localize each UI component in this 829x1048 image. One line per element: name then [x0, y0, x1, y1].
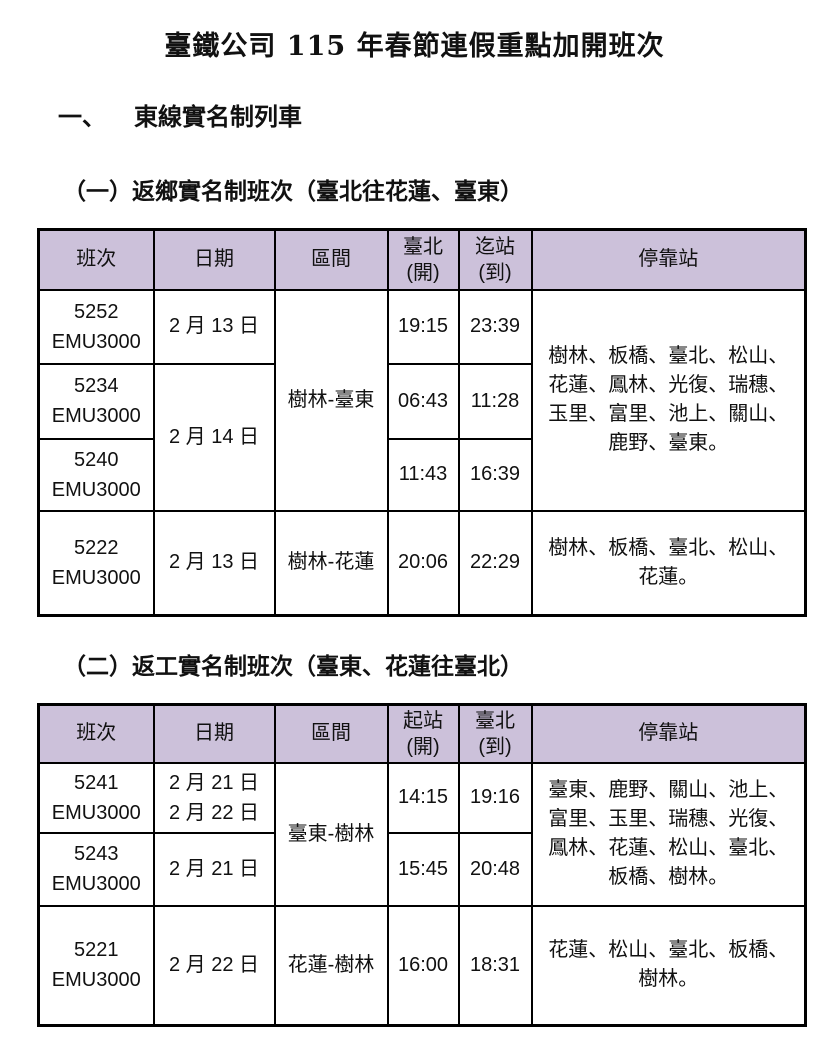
date-cell: 2 月 21 日 [152, 831, 276, 907]
date-cell: 2 月 13 日 [152, 509, 276, 617]
section-number: 一、 [58, 102, 106, 131]
departure-time-cell: 14:15 [386, 761, 460, 834]
train-number: 5234 [74, 375, 119, 397]
train-number: 5221 [74, 939, 119, 962]
train-model: EMU3000 [51, 405, 141, 427]
stops-cell: 花蓮、松山、臺北、板橋、 樹林。 [530, 904, 807, 1027]
arrival-time-cell: 19:16 [457, 761, 533, 834]
train-model: EMU3000 [51, 478, 141, 501]
train-cell: 5240 EMU3000 [37, 437, 155, 512]
section-cell: 臺東-樹林 [273, 761, 389, 907]
arrival-time-cell: 11:28 [457, 362, 533, 440]
departure-time-cell: 15:45 [386, 831, 460, 907]
departure-time-cell: 20:06 [386, 509, 460, 617]
table-row: 5252 EMU3000 2 月 13 日 樹林-臺東 19:15 23:39 … [37, 288, 807, 512]
date-cell: 2 月 22 日 [152, 904, 276, 1027]
table1-col-header-section: 區間 [273, 228, 389, 291]
date-line1: 2 月 21 日 [168, 771, 260, 794]
section-cell: 樹林-臺東 [273, 288, 389, 512]
table1-col-header-departure: 臺北 (開) [386, 228, 460, 291]
table1-col-header-date: 日期 [152, 228, 276, 291]
date-cell: 2 月 21 日 2 月 22 日 [152, 761, 276, 834]
table-row: 5234 EMU3000 2 月 14 日 06:43 11:28 [37, 362, 806, 512]
table-row: 5221 EMU3000 2 月 22 日 花蓮-樹林 16:00 18:31 … [37, 904, 807, 1027]
train-number: 5252 [74, 300, 119, 323]
train-cell: 5252 EMU3000 [37, 288, 155, 365]
page-title: 臺鐵公司 115 年春節連假重點加開班次 [164, 31, 665, 62]
table1-col-header-arrival-suffix: (到) [478, 261, 512, 284]
section-label: 東線實名制列車 [134, 102, 302, 131]
departure-time-cell: 16:00 [386, 904, 460, 1027]
train-model: EMU3000 [51, 801, 141, 824]
table2-caption: （二）返工實名制班次（臺東、花蓮往臺北） [63, 653, 523, 680]
train-model: EMU3000 [51, 873, 141, 895]
departure-time-cell: 19:15 [386, 288, 460, 365]
table-row: 5240 EMU3000 11:43 16:39 [37, 437, 806, 512]
table2-col-header-departure-station: 起站 [403, 709, 443, 732]
section-cell: 花蓮-樹林 [273, 904, 389, 1027]
arrival-time-cell: 16:39 [457, 437, 533, 512]
arrival-time-cell: 20:48 [457, 831, 533, 907]
stops-cell: 臺東、鹿野、關山、池上、 富里、玉里、瑞穗、光復、 鳳林、花蓮、松山、臺北、 板… [530, 761, 807, 907]
section-cell: 樹林-花蓮 [273, 509, 389, 617]
train-cell: 5221 EMU3000 [37, 904, 155, 1027]
table2-col-header-arrival-station: 臺北 [475, 709, 515, 732]
table2-col-header-date: 日期 [152, 703, 276, 764]
table-row: 5243 EMU3000 2 月 21 日 15:45 20:48 [37, 831, 806, 907]
table1-header-row: 班次 日期 區間 臺北 (開) 迄站 (到) 停靠站 [37, 228, 807, 291]
table-row: 5241 EMU3000 2 月 21 日 2 月 22 日 臺東-樹林 14:… [37, 761, 807, 907]
train-cell: 5241 EMU3000 [37, 761, 155, 834]
table1-col-header-train: 班次 [37, 228, 155, 291]
arrival-time-cell: 23:39 [457, 288, 533, 365]
table2-col-header-stops: 停靠站 [530, 703, 807, 764]
table2-col-header-departure-suffix: (開) [406, 735, 440, 758]
date-cell: 2 月 13 日 [152, 288, 276, 365]
table1-col-header-arrival-station: 迄站 [475, 235, 515, 258]
train-cell: 5234 EMU3000 [37, 362, 155, 440]
table1-col-header-stops: 停靠站 [530, 228, 807, 291]
departure-time-cell: 06:43 [386, 362, 460, 440]
train-number: 5243 [74, 843, 119, 865]
table2-col-header-arrival-suffix: (到) [478, 735, 512, 758]
table2-col-header-section: 區間 [273, 703, 389, 764]
stops-cell: 樹林、板橋、臺北、松山、 花蓮。 [530, 509, 807, 617]
table-row: 5222 EMU3000 2 月 13 日 樹林-花蓮 20:06 22:29 … [37, 509, 807, 617]
arrival-time-cell: 22:29 [457, 509, 533, 617]
section-heading: 一、 東線實名制列車 [58, 97, 829, 132]
date-cell: 2 月 14 日 [152, 362, 276, 512]
table2-col-header-train: 班次 [37, 703, 155, 764]
stops-cell: 樹林、板橋、臺北、松山、 花蓮、鳳林、光復、瑞穗、 玉里、富里、池上、關山、 鹿… [530, 288, 807, 512]
arrival-time-cell: 18:31 [457, 904, 533, 1027]
train-model: EMU3000 [51, 330, 141, 353]
date-line2: 2 月 22 日 [168, 801, 260, 824]
table1-caption: （一）返鄉實名制班次（臺北往花蓮、臺東） [63, 178, 523, 205]
train-model: EMU3000 [51, 566, 141, 589]
train-number: 5241 [74, 771, 119, 794]
document-page: 臺鐵公司 115 年春節連假重點加開班次 一、 東線實名制列車 （一）返鄉實名制班… [0, 24, 829, 1048]
train-number: 5240 [74, 448, 119, 471]
table2-col-header-departure: 起站 (開) [386, 703, 460, 764]
train-number: 5222 [74, 536, 119, 559]
train-model: EMU3000 [51, 969, 141, 992]
table2-col-header-arrival: 臺北 (到) [457, 703, 533, 764]
table2-header-row: 班次 日期 區間 起站 (開) 臺北 (到) 停靠站 [37, 703, 807, 764]
table1-col-header-departure-suffix: (開) [406, 261, 440, 284]
table-workbound: 班次 日期 區間 起站 (開) 臺北 (到) 停靠站 5241 EMU3000 [37, 703, 807, 1027]
table-homebound: 班次 日期 區間 臺北 (開) 迄站 (到) 停靠站 5252 EMU3000 [37, 228, 807, 617]
train-cell: 5222 EMU3000 [37, 509, 155, 617]
departure-time-cell: 11:43 [386, 437, 460, 512]
table1-col-header-departure-station: 臺北 [403, 235, 443, 258]
train-cell: 5243 EMU3000 [37, 831, 155, 907]
table1-col-header-arrival: 迄站 (到) [457, 228, 533, 291]
